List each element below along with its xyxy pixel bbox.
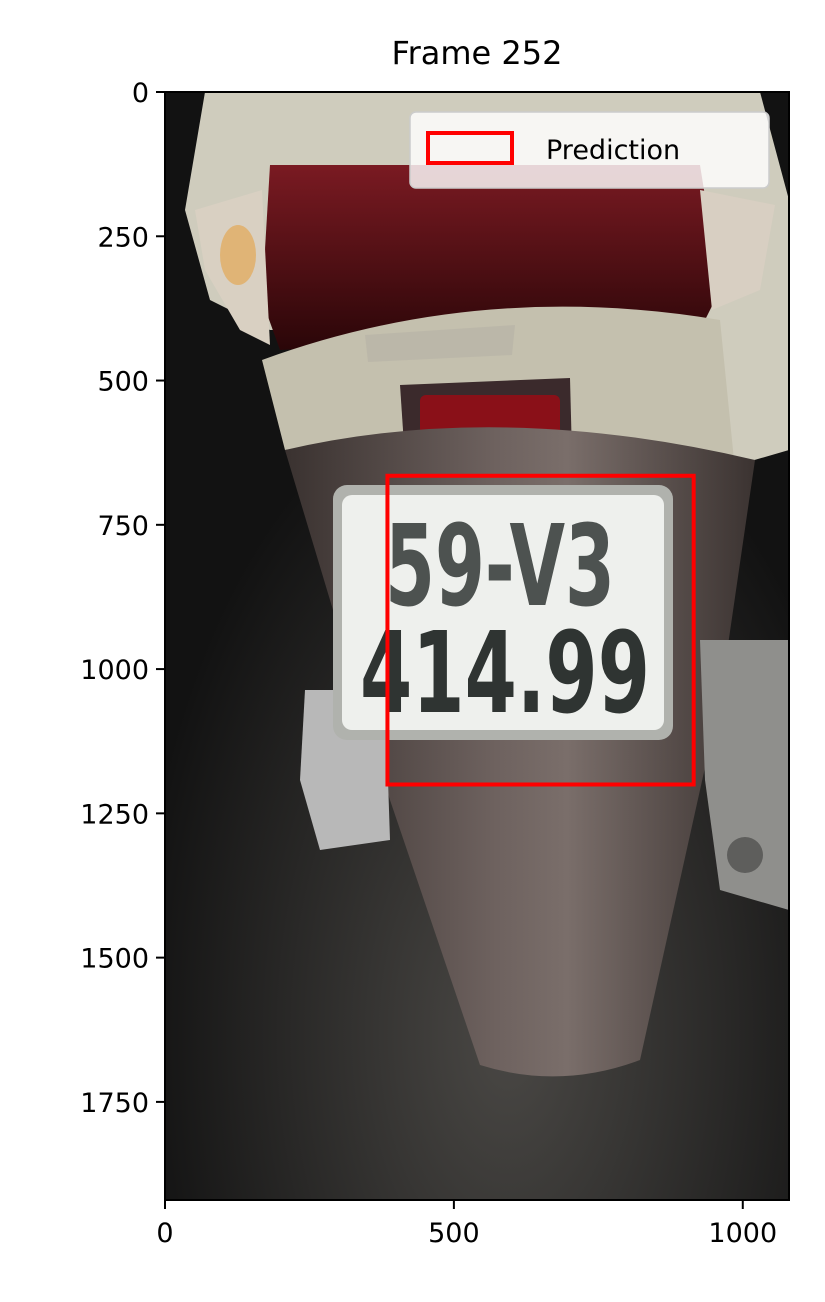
y-tick-label: 1500: [80, 944, 149, 975]
y-tick-label: 1000: [80, 655, 149, 686]
y-axis: 0 250 500 750 1000 1250 1500 1750: [80, 78, 165, 1119]
plate-line2: 414.99: [360, 609, 650, 739]
x-axis: 0 500 1000: [156, 1200, 777, 1249]
y-tick-label: 250: [97, 222, 149, 253]
y-tick-label: 1750: [80, 1088, 149, 1119]
chart-title: Frame 252: [392, 34, 563, 72]
legend-label-prediction: Prediction: [546, 135, 680, 166]
x-tick-label: 500: [428, 1218, 480, 1249]
legend: Prediction: [409, 111, 770, 189]
prediction-box: [385, 473, 696, 787]
x-tick-label: 1000: [708, 1218, 777, 1249]
y-tick-label: 500: [97, 367, 149, 398]
y-tick-label: 750: [97, 511, 149, 542]
legend-swatch: [426, 131, 514, 165]
axes-frame: [164, 91, 790, 1201]
photo-image: 59-V3 414.99: [165, 92, 789, 1200]
plate-line1: 59-V3: [385, 502, 615, 632]
y-tick-label: 0: [132, 78, 149, 109]
x-tick-label: 0: [156, 1218, 173, 1249]
y-tick-label: 1250: [80, 799, 149, 830]
